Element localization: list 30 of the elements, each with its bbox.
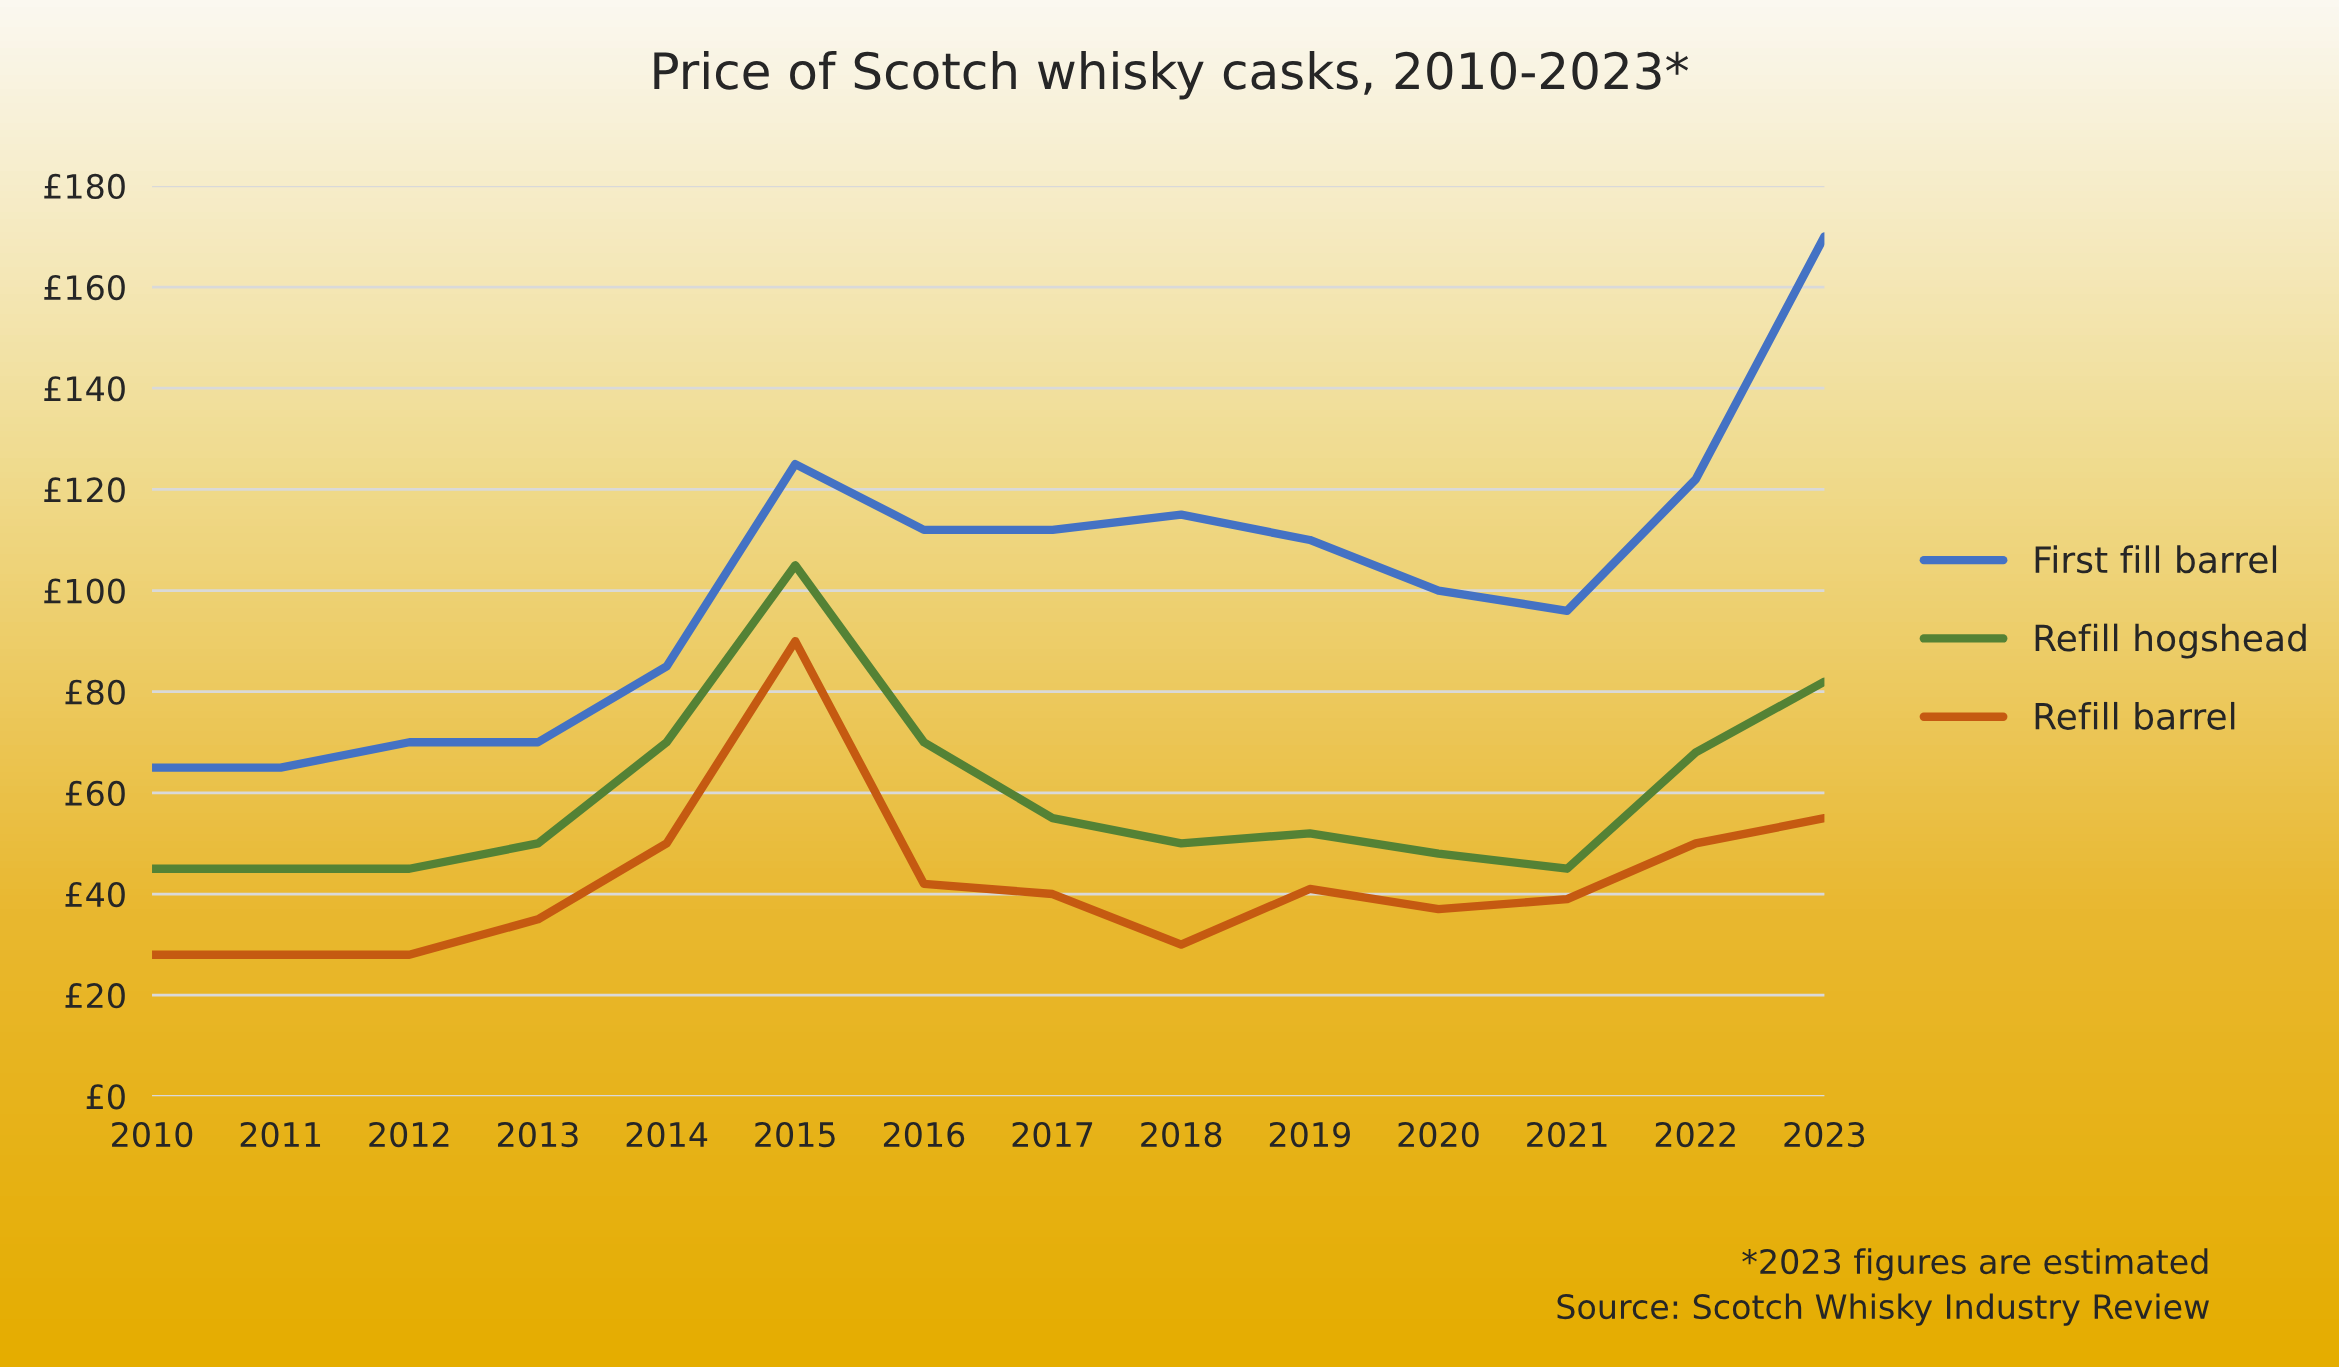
chart-title: Price of Scotch whisky casks, 2010-2023* (654, 50, 1689, 100)
y-tick-label: £140 (44, 376, 125, 402)
y-tick-label: £180 (44, 173, 125, 200)
y-tick-label: £160 (44, 274, 125, 301)
x-tick-label: 2022 (1655, 1121, 1735, 1148)
x-tick-label: 2019 (1269, 1121, 1350, 1148)
y-tick-label: £20 (65, 983, 125, 1009)
legend-label: Refill hogshead (2035, 623, 2306, 659)
x-tick-label: 2012 (369, 1121, 449, 1148)
x-tick-label: 2014 (626, 1121, 708, 1148)
x-tick-label: 2013 (498, 1121, 578, 1148)
y-tick-label: £80 (65, 679, 125, 705)
x-tick-label: 2018 (1141, 1121, 1222, 1148)
x-tick-label: 2010 (112, 1121, 193, 1148)
x-tick-label: 2023 (1784, 1121, 1865, 1148)
x-tick-label: 2021 (1527, 1121, 1607, 1148)
y-tick-label: £100 (44, 578, 125, 604)
source-note: Source: Scotch Whisky Industry Review (1557, 1293, 2209, 1326)
text: *2023 figures are estimated (1742, 1248, 2208, 1281)
x-tick-label: 2015 (755, 1121, 835, 1148)
legend-label: Refill barrel (2035, 701, 2235, 730)
y-tick-label: £120 (44, 477, 125, 503)
y-tick-label: £60 (65, 780, 125, 806)
x-tick-label: 2020 (1398, 1121, 1479, 1148)
legend-label: First fill barrel (2035, 545, 2277, 574)
x-tick-label: 2016 (883, 1121, 965, 1148)
y-tick-label: £40 (65, 881, 125, 908)
x-tick-label: 2017 (1012, 1121, 1093, 1148)
x-tick-label: 2011 (240, 1121, 321, 1148)
y-tick-label: £0 (86, 1084, 125, 1110)
